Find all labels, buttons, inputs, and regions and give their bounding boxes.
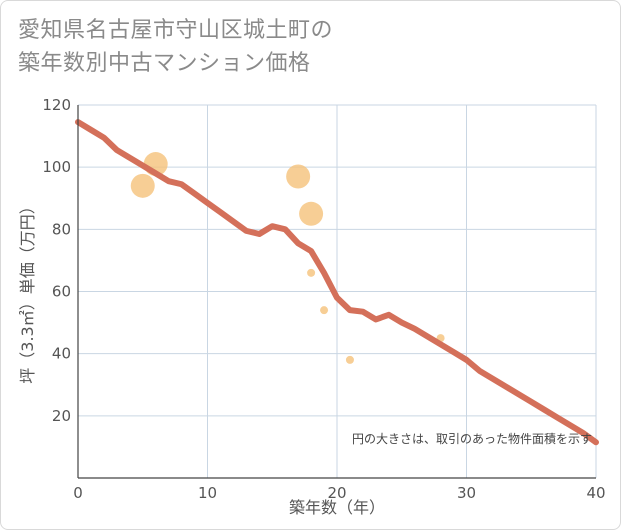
tick-labels: 0 10 20 30 40 20 40 60 80 100 120 xyxy=(42,96,605,502)
x-tick-label: 10 xyxy=(198,484,217,502)
y-tick-label: 100 xyxy=(42,158,71,176)
y-tick-label: 60 xyxy=(52,283,71,301)
y-axis-label: 坪（3.3㎡）単価（万円） xyxy=(18,198,37,383)
y-tick-label: 40 xyxy=(52,345,71,363)
x-tick-label: 20 xyxy=(327,484,346,502)
y-tick-label: 120 xyxy=(42,96,71,114)
chart-title-line1: 愛知県名古屋市守山区城土町の xyxy=(18,18,334,43)
axes xyxy=(77,105,596,479)
grid-lines xyxy=(78,104,597,478)
x-tick-label: 30 xyxy=(457,484,476,502)
data-point xyxy=(307,268,316,277)
data-point xyxy=(286,164,311,189)
x-tick-label: 40 xyxy=(586,484,605,502)
data-point xyxy=(299,201,324,226)
trend-line xyxy=(75,119,599,446)
x-tick-label: 0 xyxy=(73,484,83,502)
bubble-size-note: 円の大きさは、取引のあった物件面積を示す xyxy=(352,431,592,446)
chart-title: 愛知県名古屋市守山区城土町の 築年数別中古マンション価格 xyxy=(18,14,333,80)
data-point xyxy=(130,173,155,198)
data-point xyxy=(345,355,354,364)
y-tick-label: 20 xyxy=(52,407,71,425)
chart-title-line2: 築年数別中古マンション価格 xyxy=(18,51,311,76)
y-tick-label: 80 xyxy=(52,220,71,238)
data-point xyxy=(320,306,329,315)
x-axis-label: 築年数（年） xyxy=(289,498,385,517)
